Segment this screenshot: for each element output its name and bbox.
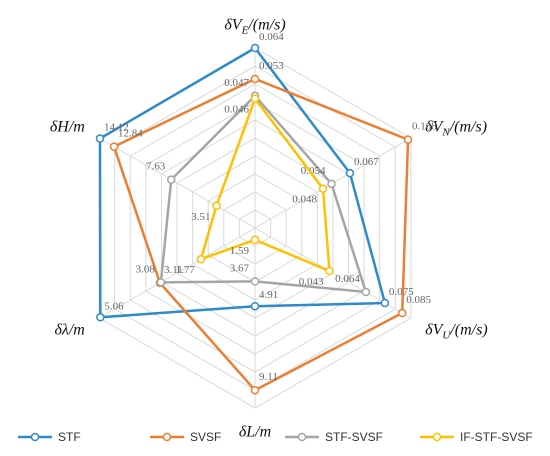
data-label: 4.91 bbox=[259, 289, 278, 301]
data-label: 14.12 bbox=[104, 122, 129, 134]
axis-label-sub: N bbox=[441, 126, 450, 138]
axis-label-sub: E bbox=[241, 25, 249, 37]
axis-label-unit: /(m/s) bbox=[449, 322, 487, 339]
data-label: 0.046 bbox=[224, 104, 249, 116]
data-label: 0.064 bbox=[335, 273, 360, 285]
data-label: 0.047 bbox=[224, 77, 249, 89]
axis-label-unit: /(m/s) bbox=[247, 17, 285, 34]
legend-marker bbox=[30, 432, 40, 442]
data-label: 0.108 bbox=[412, 121, 437, 133]
axis-label: δVU/(m/s) bbox=[425, 322, 488, 342]
data-label: 12.84 bbox=[118, 128, 143, 140]
axis-label-sub: U bbox=[442, 330, 451, 342]
data-label: 0.043 bbox=[299, 276, 324, 288]
data-point bbox=[250, 235, 260, 245]
data-label: 3.67 bbox=[230, 262, 250, 274]
data-label: 0.075 bbox=[389, 286, 414, 298]
axis-spoke bbox=[98, 227, 256, 319]
data-label: 0.067 bbox=[354, 156, 379, 168]
axis-label-main: δH/m bbox=[50, 118, 85, 135]
data-point bbox=[250, 43, 260, 53]
data-point bbox=[196, 254, 206, 264]
data-point bbox=[361, 287, 371, 297]
data-label: 3.11 bbox=[164, 264, 183, 276]
data-label: 0.064 bbox=[259, 31, 284, 43]
series-line bbox=[199, 96, 331, 273]
data-point bbox=[109, 142, 119, 151]
data-point bbox=[96, 313, 105, 322]
data-label: 1.59 bbox=[230, 245, 250, 257]
data-label: 1.77 bbox=[176, 264, 196, 276]
legend-label: STF bbox=[58, 430, 81, 444]
axis-label-unit: /(m/s) bbox=[449, 118, 487, 135]
data-point bbox=[327, 179, 336, 189]
axis-label-main: δV bbox=[224, 17, 243, 34]
data-point bbox=[380, 298, 390, 308]
data-point bbox=[250, 277, 260, 286]
axis-label-main: δV bbox=[425, 322, 444, 339]
data-label: 0.085 bbox=[406, 294, 431, 306]
legend-label: STF-SVSF bbox=[325, 430, 383, 444]
data-point bbox=[250, 385, 260, 395]
data-label: 9.11 bbox=[259, 371, 278, 383]
axis-label: δL/m bbox=[239, 423, 271, 440]
axis-label: δVN/(m/s) bbox=[425, 118, 487, 138]
data-point bbox=[250, 301, 260, 311]
data-point bbox=[212, 201, 221, 211]
legend-label: IF-STF-SVSF bbox=[460, 430, 533, 444]
data-point bbox=[250, 94, 260, 103]
axis-label: δλ/m bbox=[54, 322, 84, 339]
data-point bbox=[318, 184, 328, 193]
data-label: 7.63 bbox=[146, 161, 166, 173]
axis-spoke bbox=[98, 137, 256, 229]
data-label: 5.06 bbox=[104, 300, 124, 312]
data-label: 0.053 bbox=[259, 60, 284, 72]
axis-label-main: δL/m bbox=[239, 423, 271, 440]
data-label: 0.048 bbox=[292, 194, 317, 206]
data-point bbox=[325, 266, 334, 276]
data-label: 3.08 bbox=[136, 263, 156, 275]
data-point bbox=[345, 168, 355, 178]
data-point bbox=[166, 175, 176, 184]
legend-marker bbox=[162, 432, 172, 442]
axis-label-main: δλ/m bbox=[54, 322, 84, 339]
data-label: 3.51 bbox=[191, 211, 210, 223]
data-point bbox=[397, 308, 407, 318]
data-point bbox=[403, 135, 413, 144]
legend-marker bbox=[297, 432, 307, 442]
legend-label: SVSF bbox=[190, 430, 221, 444]
data-point bbox=[95, 134, 105, 143]
axis-label: δVE/(m/s) bbox=[224, 17, 285, 37]
data-point bbox=[156, 278, 166, 287]
data-point bbox=[250, 74, 260, 84]
legend-marker bbox=[432, 432, 442, 442]
axis-label-main: δV bbox=[425, 118, 444, 135]
axis-label: δH/m bbox=[50, 118, 85, 135]
